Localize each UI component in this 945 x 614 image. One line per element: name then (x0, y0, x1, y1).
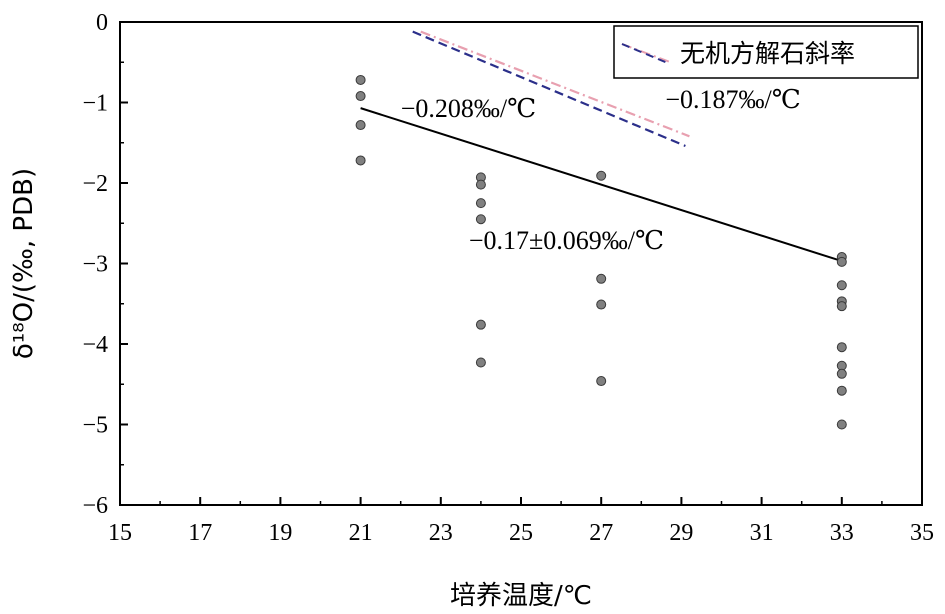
legend-swatch-dashed (621, 43, 671, 65)
x-tick-label: 21 (349, 520, 373, 546)
y-tick-label: 0 (96, 10, 108, 36)
y-tick-label: −1 (82, 91, 108, 117)
data-point (836, 256, 847, 267)
fit-line (360, 107, 843, 263)
data-point (836, 342, 847, 353)
data-point (836, 301, 847, 312)
data-point (475, 357, 486, 368)
data-point (475, 319, 486, 330)
x-tick-label: 27 (589, 520, 613, 546)
data-point (475, 198, 486, 209)
x-tick-label: 17 (188, 520, 212, 546)
x-tick-label: 25 (509, 520, 533, 546)
legend-box (613, 25, 919, 79)
y-tick-label: −2 (82, 171, 108, 197)
data-point (836, 280, 847, 291)
calcite-slope-line-dashdot (420, 30, 690, 138)
data-point (355, 120, 366, 131)
data-point (355, 74, 366, 85)
data-point (836, 385, 847, 396)
data-point (475, 179, 486, 190)
y-tick-label: −6 (82, 493, 108, 519)
data-point (836, 419, 847, 430)
x-tick-label: 33 (830, 520, 854, 546)
legend: 无机方解石斜率 (613, 25, 919, 79)
data-point (596, 376, 607, 387)
x-tick-label: 19 (268, 520, 292, 546)
x-tick-label: 29 (669, 520, 693, 546)
calcite-slope-line-dashed (412, 30, 686, 147)
x-tick-label: 23 (429, 520, 453, 546)
axes-layer: 15 17 19 21 23 25 27 29 31 33 35 0 −1 −2 −3 −4 −5 −6 (82, 10, 934, 546)
legend-swatch-dashdot (621, 43, 671, 63)
points-layer (355, 74, 847, 430)
data-point (836, 368, 847, 379)
data-point (475, 214, 486, 225)
y-tick-label: −3 (82, 252, 108, 278)
x-tick-label: 15 (108, 520, 132, 546)
y-tick-label: −5 (82, 413, 108, 439)
x-tick-label: 31 (750, 520, 774, 546)
data-point (596, 273, 607, 284)
annotations-layer: −0.208‰/℃ −0.187‰/℃ −0.17±0.069‰/℃ (401, 85, 801, 255)
slope-annotation: −0.187‰/℃ (665, 85, 800, 114)
data-point (596, 170, 607, 181)
data-point (596, 299, 607, 310)
x-axis-label: 培养温度/℃ (450, 581, 592, 611)
lines-layer (360, 30, 843, 263)
data-point (355, 155, 366, 166)
slope-annotation: −0.208‰/℃ (401, 94, 536, 123)
y-axis-label: δ¹⁸O/(‰, PDB) (9, 168, 39, 359)
y-tick-label: −4 (82, 332, 108, 358)
x-tick-label: 35 (910, 520, 934, 546)
legend-label: 无机方解石斜率 (680, 39, 855, 68)
data-point (355, 91, 366, 102)
slope-annotation: −0.17±0.069‰/℃ (469, 226, 664, 255)
